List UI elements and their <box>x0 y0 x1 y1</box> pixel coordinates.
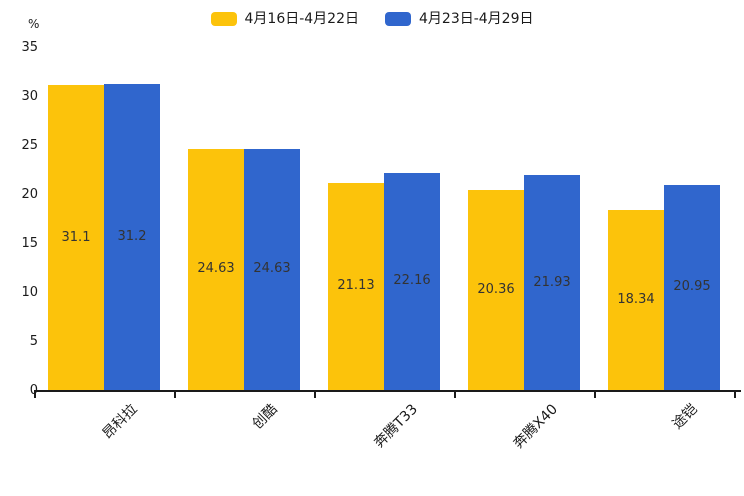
y-tick-label: 5 <box>29 334 38 349</box>
legend-item-series-1[interactable]: 4月16日-4月22日 <box>210 11 360 27</box>
bar-奔腾X40-series-1 <box>468 190 524 390</box>
bar-昂科拉-series-2 <box>104 84 160 390</box>
bar-昂科拉-series-1 <box>48 85 104 390</box>
bar-奔腾X40-series-2 <box>524 175 580 390</box>
legend-label: 4月16日-4月22日 <box>244 11 360 27</box>
x-axis-tick <box>174 392 176 398</box>
x-axis-tick <box>594 392 596 398</box>
bar-途铠-series-2 <box>664 184 720 390</box>
y-tick-label: 15 <box>21 236 38 251</box>
legend-swatch-icon <box>385 12 411 26</box>
legend-swatch-icon <box>210 12 237 26</box>
y-tick-label: 25 <box>21 138 38 153</box>
x-axis-tick <box>734 392 736 398</box>
y-tick-label: 0 <box>2 384 38 397</box>
bar-创酷-series-1 <box>188 148 244 390</box>
y-tick-label: 30 <box>21 89 38 104</box>
y-axis-unit-label: % <box>28 17 40 31</box>
bar-奔腾T33-series-2 <box>384 172 440 390</box>
x-category-label-3: 奔腾T33 <box>370 401 421 452</box>
x-category-label-2: 创酷 <box>249 401 281 433</box>
bar-创酷-series-2 <box>244 148 300 390</box>
bar-途铠-series-1 <box>608 210 664 390</box>
bar-奔腾T33-series-1 <box>328 182 384 390</box>
x-axis-tick <box>34 392 36 398</box>
x-axis-line <box>34 390 741 392</box>
y-tick-label: 35 <box>21 40 38 55</box>
y-tick-label: 10 <box>21 285 38 300</box>
x-category-label-4: 奔腾X40 <box>510 401 561 452</box>
y-tick-label: 20 <box>21 187 38 202</box>
legend-label: 4月23日-4月29日 <box>419 11 534 27</box>
x-category-label-1: 昂科拉 <box>99 401 141 443</box>
x-axis-tick <box>454 392 456 398</box>
legend: 4月16日-4月22日 4月23日-4月29日 <box>0 8 744 30</box>
x-category-label-5: 途铠 <box>669 401 701 433</box>
legend-item-series-2[interactable]: 4月23日-4月29日 <box>385 12 534 26</box>
x-axis-tick <box>314 392 316 398</box>
